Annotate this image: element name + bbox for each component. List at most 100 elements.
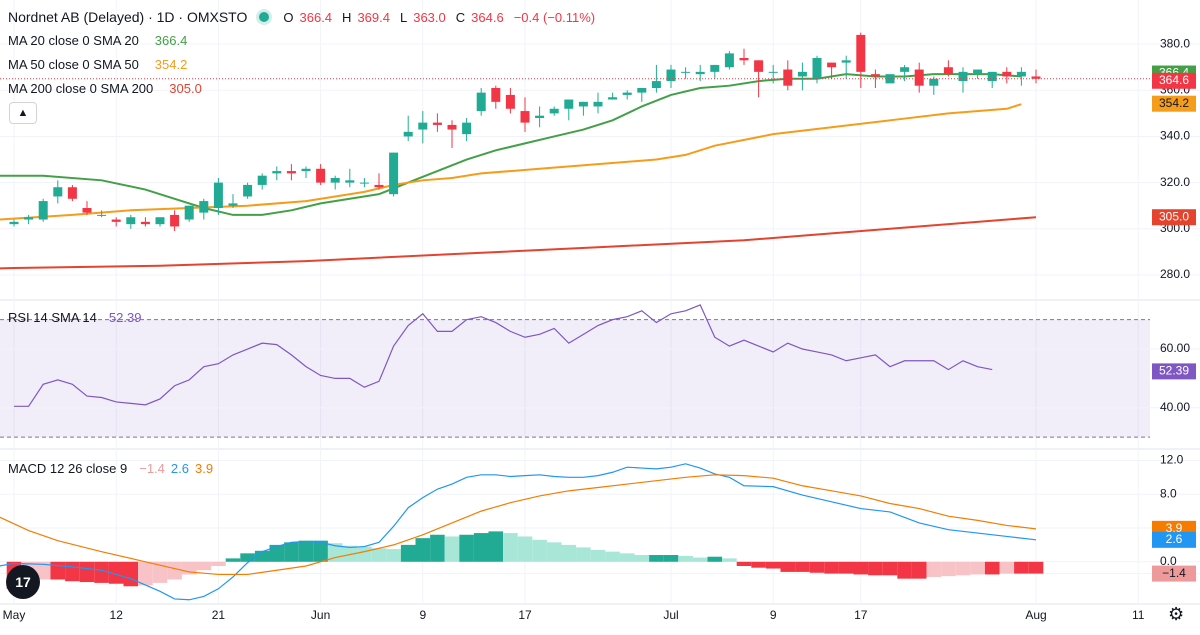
candle bbox=[549, 106, 559, 116]
ma50-label: MA 50 close 0 SMA 50 bbox=[8, 56, 139, 72]
last-price-tag-bg bbox=[1152, 72, 1196, 89]
macd-tick-label: 8.0 bbox=[1160, 486, 1177, 500]
rsi-line bbox=[14, 304, 993, 407]
macd-histogram-bar bbox=[955, 561, 971, 576]
candle-body bbox=[549, 108, 559, 114]
macd-histogram-bar bbox=[576, 547, 591, 562]
ma200-legend[interactable]: MA 200 close 0 SMA 200 305.0 bbox=[8, 79, 202, 97]
rsi-label: RSI 14 SMA 14 bbox=[8, 309, 97, 325]
macd-histogram-bar bbox=[167, 561, 182, 580]
candle bbox=[827, 62, 837, 79]
macd-histogram-bar bbox=[211, 561, 226, 566]
macd-histogram-bar bbox=[561, 544, 577, 562]
candle-body bbox=[870, 74, 880, 77]
macd-legend[interactable]: MACD 12 26 close 9 −1.4 2.6 3.9 bbox=[8, 459, 213, 477]
ma50-legend[interactable]: MA 50 close 0 SMA 50 354.2 bbox=[8, 55, 187, 73]
candle-body bbox=[491, 88, 501, 102]
collapse-legend-button[interactable]: ▲ bbox=[9, 102, 37, 124]
macd-histogram-bar bbox=[269, 544, 285, 562]
time-tick-label: Aug bbox=[1025, 608, 1046, 622]
ma20-value: 366.4 bbox=[154, 32, 188, 48]
candle-body bbox=[754, 60, 764, 72]
time-tick-label: May bbox=[3, 608, 26, 622]
candle bbox=[622, 90, 632, 100]
macd-histogram-bar bbox=[605, 551, 620, 562]
ma200-label: MA 200 close 0 SMA 200 bbox=[8, 80, 154, 96]
candle-body bbox=[666, 69, 676, 82]
candle bbox=[1031, 69, 1041, 84]
candle-body bbox=[126, 217, 136, 225]
ma50-price-tag-bg bbox=[1152, 95, 1196, 112]
last-price-tag-text: 364.6 bbox=[1159, 73, 1189, 87]
macd-histogram-bar bbox=[999, 561, 1015, 574]
macd-histogram-bar bbox=[838, 561, 854, 574]
candle-body bbox=[695, 71, 705, 75]
macd-tick-label: 12.0 bbox=[1160, 453, 1184, 467]
macd-histogram-bar bbox=[415, 538, 431, 562]
candle-body bbox=[82, 208, 92, 213]
chevron-up-icon: ▲ bbox=[17, 107, 29, 119]
candle-body bbox=[827, 62, 837, 68]
macd-line-value: 2.6 bbox=[170, 460, 189, 476]
symbol-title[interactable]: Nordnet AB (Delayed) · 1D · OMXSTO bbox=[8, 9, 248, 25]
hist-value-tag: −1.4 bbox=[1152, 565, 1196, 582]
candle-body bbox=[155, 217, 165, 225]
candle bbox=[651, 64, 661, 93]
candle-body bbox=[900, 67, 910, 72]
candle bbox=[914, 62, 924, 93]
candle bbox=[272, 166, 282, 181]
candle bbox=[491, 85, 501, 109]
ma50-value: 354.2 bbox=[154, 56, 188, 72]
candle-body bbox=[812, 58, 822, 79]
candle-body bbox=[885, 74, 895, 84]
ma200-price-tag-text: 305.0 bbox=[1159, 209, 1189, 223]
macd-histogram-bar bbox=[984, 561, 1000, 575]
candle bbox=[943, 60, 953, 77]
macd-label: MACD 12 26 close 9 bbox=[8, 460, 128, 476]
ma20-legend[interactable]: MA 20 close 0 SMA 20 366.4 bbox=[8, 31, 187, 49]
candle-body bbox=[316, 168, 326, 183]
candle bbox=[24, 214, 34, 225]
high-label: H bbox=[342, 9, 352, 25]
gear-icon[interactable]: ⚙ bbox=[1168, 604, 1185, 624]
time-tick-label: 21 bbox=[212, 608, 226, 622]
change-value: −0.4 (−0.11%) bbox=[513, 9, 596, 25]
rsi-band bbox=[0, 319, 1150, 438]
candle bbox=[958, 67, 968, 93]
macd-histogram-bar bbox=[970, 561, 985, 575]
rsi-legend[interactable]: RSI 14 SMA 14 52.39 bbox=[8, 308, 141, 326]
candle bbox=[170, 210, 180, 232]
macd-value-tag: 2.6 bbox=[1152, 531, 1196, 548]
ma20-label: MA 20 close 0 SMA 20 bbox=[8, 32, 139, 48]
candle-body bbox=[593, 101, 603, 107]
candle-body bbox=[359, 182, 369, 184]
macd-histogram-bar bbox=[634, 555, 650, 562]
rsi-value-tag-bg bbox=[1152, 363, 1196, 380]
ma50-price-tag-text: 354.2 bbox=[1159, 96, 1189, 110]
candle bbox=[666, 64, 676, 88]
tradingview-logo[interactable]: 17 bbox=[6, 565, 40, 599]
macd-histogram-bar bbox=[65, 561, 80, 582]
macd-histogram-bar bbox=[488, 531, 504, 562]
macd-histogram-bar bbox=[503, 533, 518, 562]
candle-body bbox=[841, 60, 851, 63]
candle bbox=[841, 55, 851, 79]
macd-histogram-bar bbox=[298, 540, 314, 562]
macd-histogram-bar bbox=[400, 544, 416, 562]
candle bbox=[447, 120, 457, 148]
candle-body bbox=[447, 124, 457, 130]
symbol-legend: Nordnet AB (Delayed) · 1D · OMXSTO O 366.… bbox=[8, 8, 599, 26]
candle bbox=[505, 88, 515, 114]
candle bbox=[710, 64, 720, 79]
ma50-line bbox=[0, 103, 1022, 221]
macd-histogram-bar bbox=[430, 534, 445, 562]
signal-value-tag-text: 3.9 bbox=[1166, 521, 1183, 535]
rsi-value: 52.39 bbox=[108, 309, 142, 325]
candle bbox=[870, 69, 880, 88]
candle-body bbox=[1016, 71, 1026, 77]
macd-histogram-bar bbox=[152, 561, 168, 583]
macd-histogram-bar bbox=[1028, 561, 1044, 574]
candle bbox=[462, 118, 472, 142]
